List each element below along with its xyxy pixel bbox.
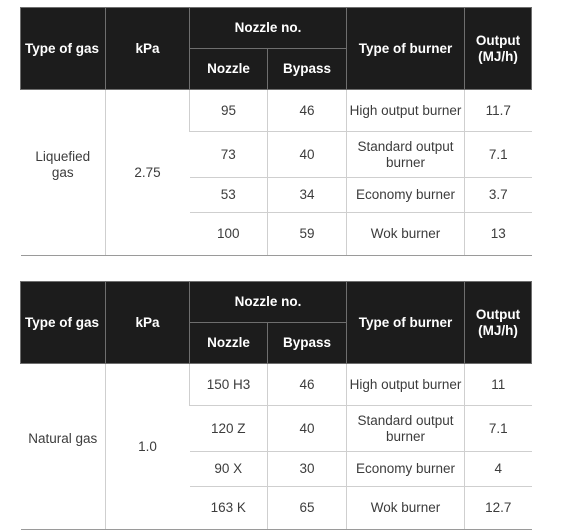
- burner-cell: Standard output burner: [346, 131, 465, 178]
- nozzle-cell: 53: [189, 177, 268, 213]
- header-type-of-burner: Type of burner: [346, 7, 465, 90]
- header-nozzle-no: Nozzle no.: [189, 281, 347, 323]
- burner-cell: Standard output burner: [346, 405, 465, 452]
- output-cell: 4: [464, 451, 532, 487]
- output-cell: 11.7: [464, 89, 532, 132]
- bypass-cell: 46: [267, 363, 347, 406]
- header-type-of-burner: Type of burner: [346, 281, 465, 364]
- bypass-cell: 40: [267, 405, 347, 452]
- header-output-line2: (MJ/h): [478, 322, 518, 338]
- header-nozzle-no: Nozzle no.: [189, 7, 347, 49]
- header-type-of-gas: Type of gas: [20, 281, 106, 364]
- kpa-value: 1.0: [138, 438, 157, 454]
- table-row: 73 40 Standard output burner 7.1: [21, 131, 532, 178]
- nozzle-cell: 95: [189, 89, 268, 132]
- burner-cell: Economy burner: [346, 177, 465, 213]
- bypass-cell: 59: [267, 212, 347, 256]
- nozzle-cell: 150 H3: [189, 363, 268, 406]
- output-cell: 7.1: [464, 131, 532, 178]
- header-bypass: Bypass: [267, 48, 347, 90]
- table-row: 100 59 Wok burner 13: [21, 212, 532, 256]
- header-kpa: kPa: [105, 7, 190, 90]
- header-type-of-gas: Type of gas: [20, 7, 106, 90]
- gas-type-cell: Liquefied gas: [20, 89, 106, 256]
- nozzle-cell: 100: [189, 212, 268, 256]
- header-nozzle: Nozzle: [189, 48, 268, 90]
- kpa-value: 2.75: [134, 164, 161, 180]
- header-output-line2: (MJ/h): [478, 48, 518, 64]
- gas-table-liquefied: Type of gas kPa Nozzle no. Type of burne…: [20, 7, 532, 256]
- output-cell: 12.7: [464, 486, 532, 530]
- gas-type-label: Natural gas: [28, 430, 98, 446]
- bypass-cell: 30: [267, 451, 347, 487]
- gas-type-label: Liquefied gas: [35, 148, 91, 180]
- kpa-cell: 2.75: [105, 89, 190, 256]
- table-row: 163 K 65 Wok burner 12.7: [21, 486, 532, 530]
- header-bypass: Bypass: [267, 322, 347, 364]
- bypass-cell: 40: [267, 131, 347, 178]
- burner-cell: High output burner: [346, 89, 465, 132]
- table-row: Liquefied gas 2.75 95 46 High output bur…: [20, 89, 532, 256]
- nozzle-cell: 163 K: [189, 486, 268, 530]
- gas-table-natural: Type of gas kPa Nozzle no. Type of burne…: [20, 281, 532, 530]
- bypass-cell: 34: [267, 177, 347, 213]
- table-row: Natural gas 1.0 150 H3 46 High output bu…: [20, 363, 532, 530]
- output-cell: 7.1: [464, 405, 532, 452]
- nozzle-cell: 90 X: [189, 451, 268, 487]
- header-output-line1: Output: [475, 32, 521, 48]
- header-output: Output (MJ/h): [464, 7, 532, 90]
- header-output-line1: Output: [475, 306, 521, 322]
- burner-cell: Wok burner: [346, 212, 465, 256]
- table-row: 53 34 Economy burner 3.7: [21, 177, 532, 213]
- table-row: 120 Z 40 Standard output burner 7.1: [21, 405, 532, 452]
- output-cell: 13: [464, 212, 532, 256]
- burner-cell: Wok burner: [346, 486, 465, 530]
- header-output: Output (MJ/h): [464, 281, 532, 364]
- header-kpa: kPa: [105, 281, 190, 364]
- output-cell: 11: [464, 363, 532, 406]
- bypass-cell: 65: [267, 486, 347, 530]
- table-row: 90 X 30 Economy burner 4: [21, 451, 532, 487]
- nozzle-cell: 120 Z: [189, 405, 268, 452]
- burner-cell: High output burner: [346, 363, 465, 406]
- nozzle-cell: 73: [189, 131, 268, 178]
- bypass-cell: 46: [267, 89, 347, 132]
- gas-type-cell: Natural gas: [20, 363, 106, 530]
- header-nozzle: Nozzle: [189, 322, 268, 364]
- output-cell: 3.7: [464, 177, 532, 213]
- burner-cell: Economy burner: [346, 451, 465, 487]
- kpa-cell: 1.0: [105, 363, 190, 530]
